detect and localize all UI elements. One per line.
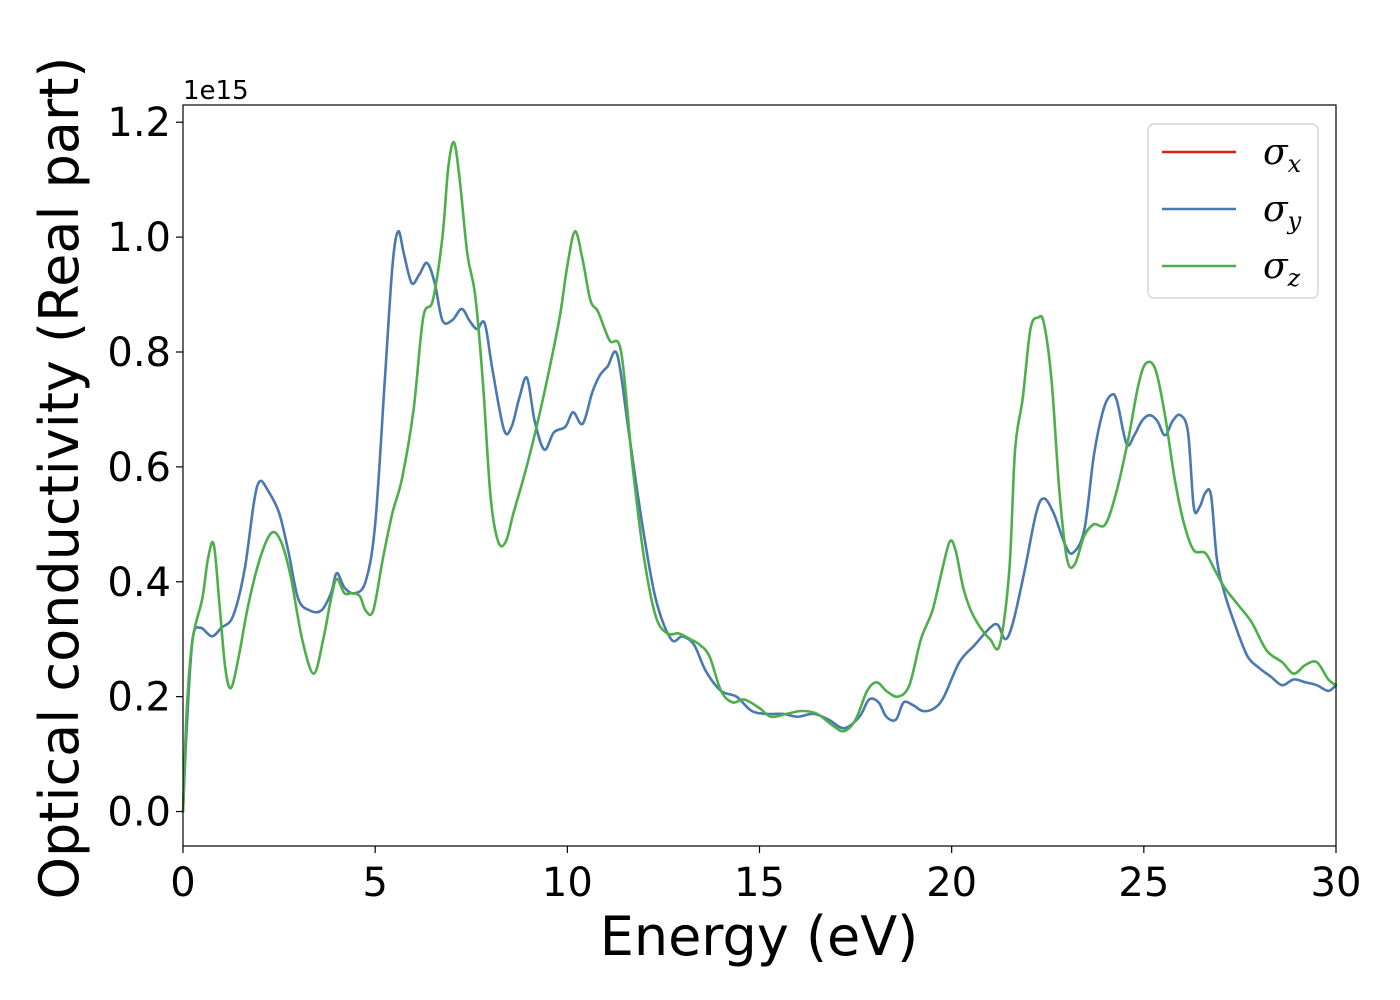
y-tick-label: 0.6	[107, 445, 171, 491]
y-tick-label: 1.0	[107, 215, 171, 261]
x-tick-label: 5	[362, 860, 387, 906]
y-tick-label: 0.2	[107, 675, 171, 721]
y-offset-label: 1e15	[183, 76, 249, 106]
series-layer	[183, 142, 1336, 811]
x-tick-label: 15	[734, 860, 785, 906]
legend-label-z: σz	[1263, 246, 1301, 292]
legend-frame	[1147, 123, 1319, 299]
x-tick-label: 25	[1118, 860, 1169, 906]
legend-label-x: σx	[1263, 132, 1302, 178]
y-tick-label: 1.2	[107, 100, 171, 146]
series-line-y	[183, 231, 1336, 811]
x-tick-label: 10	[542, 860, 593, 906]
legend-label-y: σy	[1263, 189, 1302, 235]
y-tick-label: 0.8	[107, 330, 171, 376]
legend: σx σy σz	[1147, 123, 1319, 299]
plot-background	[183, 105, 1336, 846]
x-axis: 0 5 10 15 20 25 30	[170, 846, 1361, 906]
y-axis-label: Optical conductivity (Real part)	[28, 57, 91, 900]
y-axis: 0.0 0.2 0.4 0.6 0.8 1.0 1.2	[107, 100, 183, 836]
x-axis-label: Energy (eV)	[600, 905, 919, 968]
x-tick-label: 30	[1311, 860, 1362, 906]
y-tick-label: 0.4	[107, 560, 171, 606]
x-tick-label: 20	[926, 860, 977, 906]
y-tick-label: 0.0	[107, 790, 171, 836]
x-tick-label: 0	[170, 860, 195, 906]
series-line-z	[183, 142, 1336, 811]
